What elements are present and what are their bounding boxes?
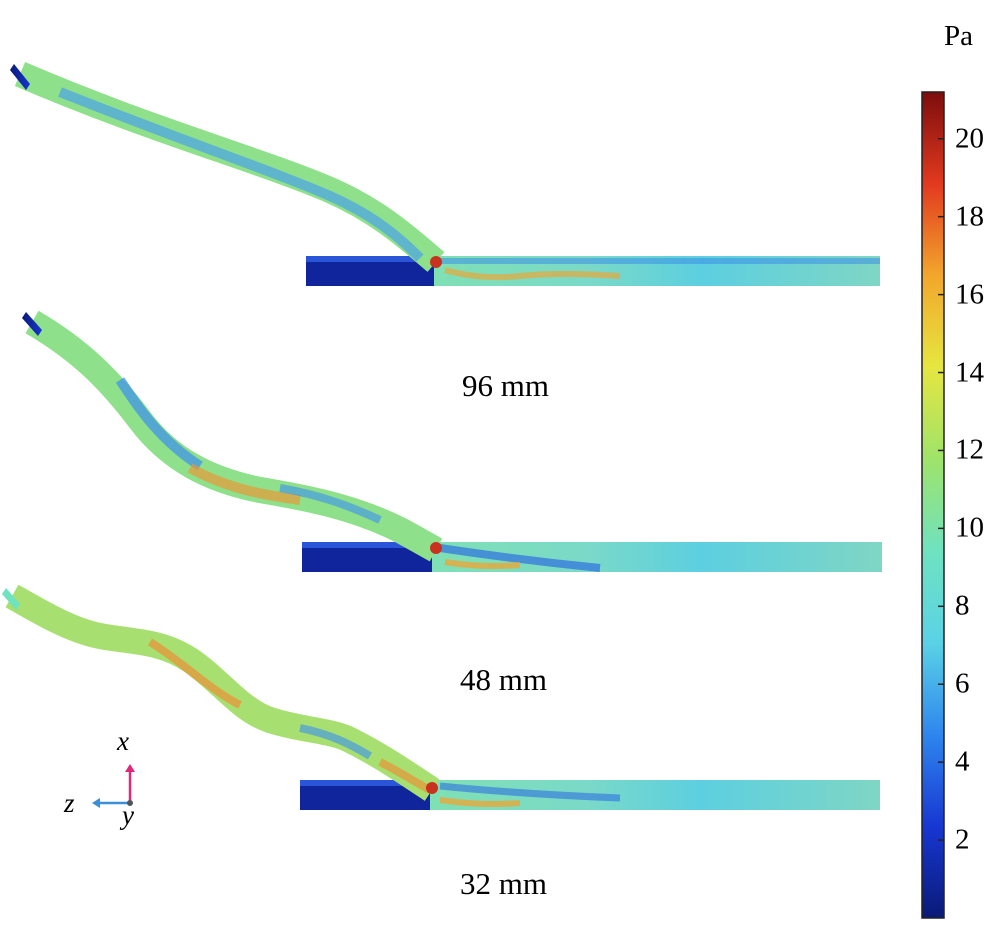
y-axis-label: y xyxy=(122,800,134,830)
colorbar-tick-label-12: 12 xyxy=(955,433,984,466)
colorbar-tick-label-16: 16 xyxy=(955,278,984,311)
case-label-32mm: 32 mm xyxy=(460,866,547,901)
pipe-48mm xyxy=(22,310,882,572)
colorbar-tick-label-14: 14 xyxy=(955,356,984,389)
axis-triad xyxy=(92,764,135,808)
pipe-32mm xyxy=(2,584,880,810)
x-arrow-head xyxy=(125,764,135,772)
colorbar-tick-label-20: 20 xyxy=(955,122,984,155)
colorbar-tick-label-6: 6 xyxy=(955,667,970,700)
x-axis-label: x xyxy=(117,726,129,756)
colorbar-scale xyxy=(921,91,945,919)
case-label-96mm: 96 mm xyxy=(462,368,549,403)
z-arrow-head xyxy=(92,798,100,808)
pipe-96mm xyxy=(10,62,880,286)
y-axis-origin xyxy=(127,800,133,806)
colorbar-tick-label-8: 8 xyxy=(955,589,970,622)
inlet-tube xyxy=(5,584,440,801)
colorbar-ticks xyxy=(938,138,944,841)
colorbar-tick-label-4: 4 xyxy=(955,745,970,778)
case-label-48mm: 48 mm xyxy=(460,662,547,697)
colorbar-tick-label-2: 2 xyxy=(955,823,970,856)
colorbar xyxy=(921,91,945,919)
z-axis-label: z xyxy=(64,788,75,818)
colorbar-tick-label-18: 18 xyxy=(955,200,984,233)
colorbar-tick-label-10: 10 xyxy=(955,511,984,544)
colorbar-unit: Pa xyxy=(944,20,973,52)
